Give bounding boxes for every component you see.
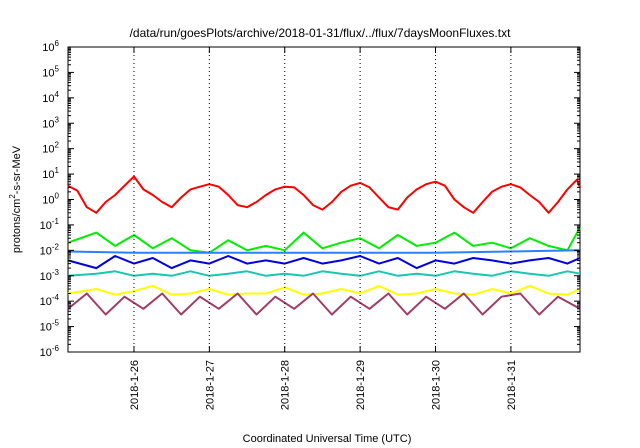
y-tick-label: 10-2 bbox=[40, 242, 60, 257]
series-line-2 bbox=[67, 226, 581, 254]
chart-title: /data/run/goesPlots/archive/2018-01-31/f… bbox=[130, 26, 512, 40]
y-tick-label: 10-3 bbox=[40, 268, 60, 283]
series-line-1 bbox=[67, 175, 581, 214]
y-tick-label: 100 bbox=[42, 192, 59, 207]
y-tick-label: 103 bbox=[42, 115, 59, 130]
x-axis-label: Coordinated Universal Time (UTC) bbox=[243, 433, 412, 445]
x-tick-label: 2018-1-26 bbox=[129, 360, 141, 410]
y-tick-label: 102 bbox=[42, 141, 59, 156]
x-tick-label: 2018-1-30 bbox=[431, 360, 443, 410]
x-tick-label: 2018-1-31 bbox=[506, 360, 518, 410]
y-tick-label: 106 bbox=[42, 39, 59, 54]
y-tick-label: 10-4 bbox=[40, 293, 60, 308]
series-layer bbox=[67, 175, 581, 316]
y-tick-label: 105 bbox=[42, 64, 59, 79]
y-tick-label: 101 bbox=[42, 166, 59, 181]
series-line-3 bbox=[67, 249, 581, 254]
x-tick-label: 2018-1-29 bbox=[355, 360, 367, 410]
series-line-7 bbox=[67, 292, 581, 316]
y-tick-label: 10-1 bbox=[40, 217, 60, 232]
x-tick-label: 2018-1-27 bbox=[204, 360, 216, 410]
x-tick-label: 2018-1-28 bbox=[280, 360, 292, 410]
x-axis: 2018-1-26 2018-1-27 2018-1-28 2018-1-29 2018… bbox=[129, 47, 518, 410]
y-tick-label: 104 bbox=[42, 90, 59, 105]
y-axis-label: protons/cm2-s-sr-MeV bbox=[8, 145, 23, 253]
series-line-5 bbox=[67, 270, 581, 277]
y-axis: 10-6 10-5 10-4 10-3 10-2 10-1 100 101 102 103 104 1… bbox=[40, 39, 580, 359]
series-line-4 bbox=[67, 255, 581, 270]
y-tick-label: 10-5 bbox=[40, 319, 60, 334]
y-tick-label: 10-6 bbox=[40, 344, 60, 359]
series-line-6 bbox=[67, 284, 581, 296]
